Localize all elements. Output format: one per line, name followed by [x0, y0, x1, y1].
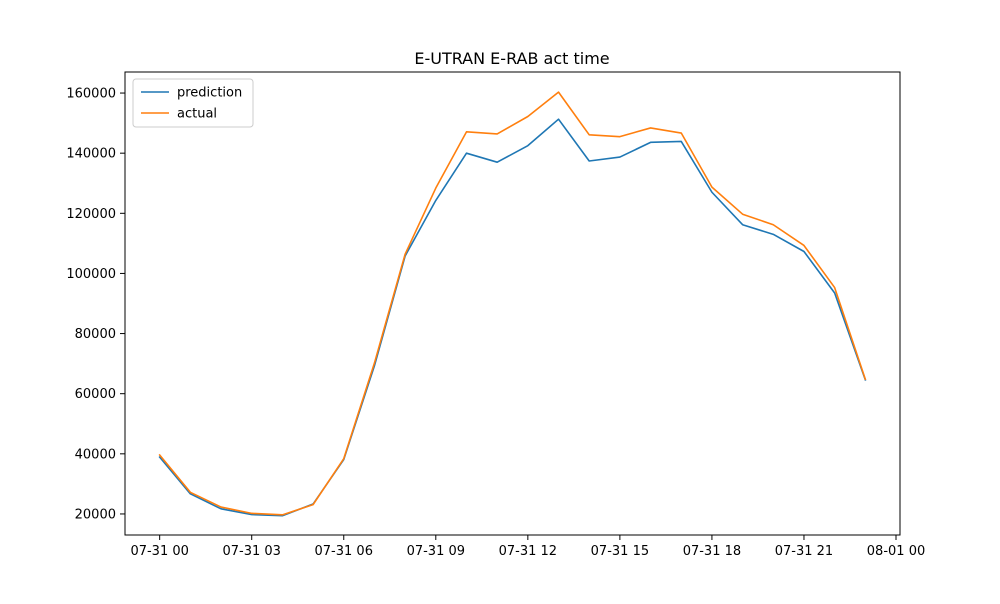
x-tick-label: 07-31 21: [775, 544, 833, 559]
x-tick-label: 07-31 03: [222, 544, 280, 559]
x-tick-label: 07-31 12: [499, 544, 557, 559]
legend-label-actual: actual: [177, 107, 217, 122]
legend-box: [132, 78, 254, 128]
x-tick-label: 07-31 06: [315, 544, 373, 559]
series-lines: [158, 91, 867, 517]
y-tick-label: 60000: [75, 387, 116, 402]
y-axis: 20000 40000 60000 80000 100000 120000 140000 16…: [66, 87, 125, 522]
plot-area: [124, 71, 901, 536]
y-tick-label: 80000: [75, 327, 116, 342]
x-tick-label: 07-31 09: [407, 544, 465, 559]
x-tick-label: 07-31 15: [591, 544, 649, 559]
legend-label-prediction: prediction: [177, 86, 242, 101]
chart-title: E-UTRAN E-RAB act time: [414, 49, 609, 68]
series-line-actual: [158, 91, 867, 516]
x-tick-label: 07-31 18: [683, 544, 741, 559]
y-tick-label: 100000: [66, 267, 116, 282]
y-tick-label: 140000: [66, 147, 116, 162]
plot-frame: [124, 71, 901, 536]
series-line-prediction: [158, 118, 867, 517]
y-tick-label: 40000: [75, 447, 116, 462]
x-tick-label: 08-01 00: [867, 544, 925, 559]
y-tick-label: 120000: [66, 207, 116, 222]
x-tick-label: 07-31 00: [130, 544, 188, 559]
legend: prediction actual: [132, 78, 254, 128]
y-tick-label: 20000: [75, 507, 116, 522]
x-axis: 07-31 00 07-31 03 07-31 06 07-31 09 07-31 12…: [130, 535, 925, 559]
y-tick-label: 160000: [66, 87, 116, 102]
